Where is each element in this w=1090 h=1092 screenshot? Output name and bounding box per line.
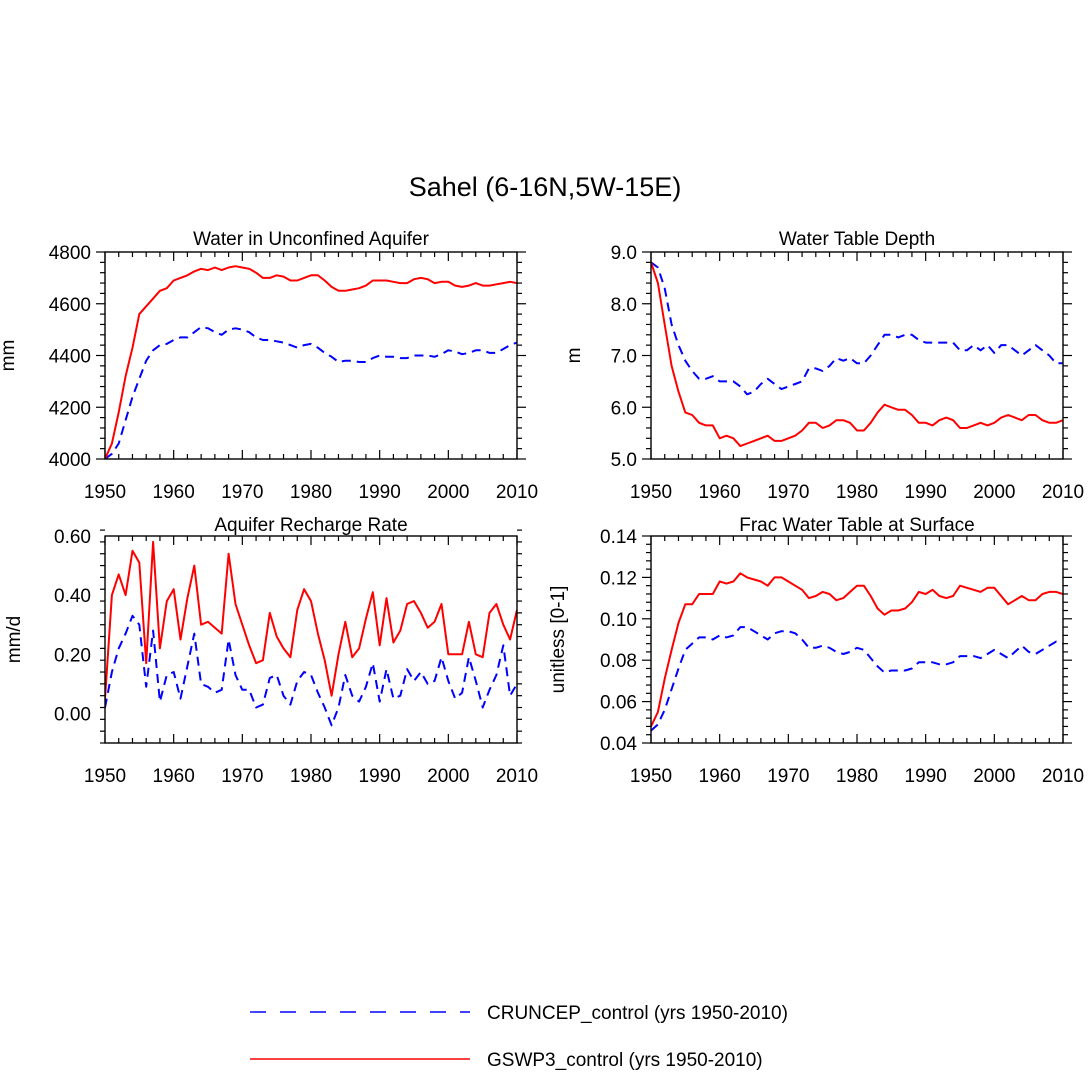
water-table-depth-series-cruncep <box>651 261 1063 396</box>
chart-recharge-rate: Aquifer Recharge Rate mm/d 1950 1960 1970 198… <box>4 515 538 787</box>
aquifer-water-xtick-label: 1980 <box>290 482 332 503</box>
water-table-depth-ytick-label: 5.0 <box>611 450 637 471</box>
recharge-rate-ytick-label: 0.40 <box>54 586 91 607</box>
frac-water-table-frame <box>650 535 1064 744</box>
aquifer-water-xtick-label: 1990 <box>359 482 401 503</box>
recharge-rate-ylabel: mm/d <box>4 616 25 664</box>
frac-water-table-title: Frac Water Table at Surface <box>739 515 975 536</box>
aquifer-water-ytick-label: 4200 <box>49 398 91 419</box>
water-table-depth-xtick-label: 1980 <box>836 482 878 503</box>
recharge-rate-ytick-label: 0.60 <box>54 527 91 548</box>
frac-water-table-xtick-label: 1950 <box>630 766 672 787</box>
water-table-depth-ytick-label: 9.0 <box>611 243 637 264</box>
aquifer-water-xtick-label: 1970 <box>221 482 263 503</box>
aquifer-water-xtick-label: 1950 <box>84 482 126 503</box>
frac-water-table-ytick-label: 0.04 <box>600 734 637 755</box>
recharge-rate-xtick-label: 1950 <box>84 766 126 787</box>
aquifer-water-xtick-label: 1960 <box>153 482 195 503</box>
frac-water-table-series-gswp3 <box>651 572 1063 727</box>
recharge-rate-xtick-label: 1990 <box>359 766 401 787</box>
water-table-depth-xtick-label: 2010 <box>1042 482 1084 503</box>
recharge-rate-ytick-label: 0.00 <box>54 704 91 725</box>
aquifer-water-series-cruncep <box>105 326 517 459</box>
recharge-rate-xtick-label: 2010 <box>496 766 538 787</box>
frac-water-table-xtick-label: 2000 <box>973 766 1015 787</box>
aquifer-water-title: Water in Unconfined Aquifer <box>193 229 430 250</box>
frac-water-table-xtick-label: 1960 <box>699 766 741 787</box>
water-table-depth-frame <box>650 251 1064 460</box>
legend: CRUNCEP_control (yrs 1950-2010) GSWP3_co… <box>250 1003 788 1071</box>
frac-water-table-ytick-label: 0.12 <box>600 568 637 589</box>
recharge-rate-xtick-label: 2000 <box>427 766 469 787</box>
recharge-rate-ytick-label: 0.20 <box>54 645 91 666</box>
recharge-rate-frame <box>104 535 518 744</box>
water-table-depth-xtick-label: 1970 <box>767 482 809 503</box>
aquifer-water-ytick-label: 4600 <box>49 295 91 316</box>
water-table-depth-xtick-label: 1960 <box>699 482 741 503</box>
water-table-depth-ylabel: m <box>564 348 585 364</box>
water-table-depth-xtick-label: 1990 <box>905 482 947 503</box>
frac-water-table-xtick-label: 1990 <box>905 766 947 787</box>
aquifer-water-xtick-label: 2010 <box>496 482 538 503</box>
frac-water-table-ytick-label: 0.06 <box>600 693 637 714</box>
frac-water-table-xtick-label: 2010 <box>1042 766 1084 787</box>
water-table-depth-ytick-label: 6.0 <box>611 398 637 419</box>
legend-label-gswp3: GSWP3_control (yrs 1950-2010) <box>487 1050 763 1071</box>
water-table-depth-ytick-label: 8.0 <box>611 295 637 316</box>
recharge-rate-xtick-label: 1960 <box>153 766 195 787</box>
frac-water-table-xtick-label: 1980 <box>836 766 878 787</box>
recharge-rate-series-cruncep <box>105 614 517 727</box>
aquifer-water-series-gswp3 <box>105 265 517 459</box>
recharge-rate-series-gswp3 <box>105 540 517 699</box>
aquifer-water-xtick-label: 2000 <box>427 482 469 503</box>
water-table-depth-ytick-label: 7.0 <box>611 347 637 368</box>
water-table-depth-xtick-label: 2000 <box>973 482 1015 503</box>
water-table-depth-xtick-label: 1950 <box>630 482 672 503</box>
frac-water-table-ytick-label: 0.08 <box>600 651 637 672</box>
chart-aquifer-water: Water in Unconfined Aquifer mm 1950 1960 197… <box>0 229 538 503</box>
water-table-depth-title: Water Table Depth <box>779 229 935 250</box>
chart-water-table-depth: Water Table Depth m 1950 1960 1970 1980 1990 20… <box>564 229 1084 503</box>
recharge-rate-xtick-label: 1970 <box>221 766 263 787</box>
recharge-rate-title: Aquifer Recharge Rate <box>214 515 407 536</box>
frac-water-table-ytick-label: 0.10 <box>600 610 637 631</box>
figure-title: Sahel (6-16N,5W-15E) <box>409 172 682 202</box>
recharge-rate-xtick-label: 1980 <box>290 766 332 787</box>
frac-water-table-ytick-label: 0.14 <box>600 527 637 548</box>
aquifer-water-frame <box>104 251 518 460</box>
water-table-depth-series-gswp3 <box>651 261 1063 448</box>
aquifer-water-ytick-label: 4400 <box>49 347 91 368</box>
aquifer-water-ylabel: mm <box>0 340 19 372</box>
frac-water-table-series-cruncep <box>651 626 1063 732</box>
frac-water-table-xtick-label: 1970 <box>767 766 809 787</box>
chart-frac-water-table: Frac Water Table at Surface unitless [0-1… <box>548 515 1084 787</box>
aquifer-water-ytick-label: 4000 <box>49 450 91 471</box>
aquifer-water-ytick-label: 4800 <box>49 243 91 264</box>
chart-panels: Water in Unconfined Aquifer mm 1950 1960 197… <box>0 229 1084 787</box>
frac-water-table-ylabel: unitless [0-1] <box>548 586 569 694</box>
legend-label-cruncep: CRUNCEP_control (yrs 1950-2010) <box>487 1003 788 1024</box>
